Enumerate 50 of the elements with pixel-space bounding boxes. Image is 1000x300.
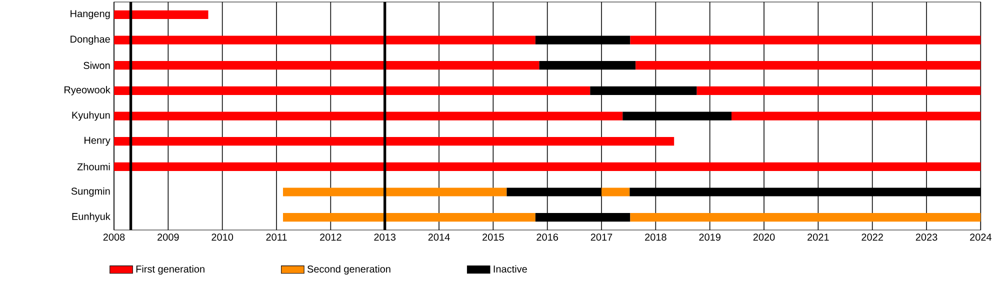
x-tick-label: 2017 <box>590 234 612 241</box>
bar <box>696 86 981 95</box>
bar <box>114 112 623 120</box>
x-tick-label: 2021 <box>808 234 829 241</box>
y-tick-label: Donghae <box>70 35 110 45</box>
legend-label: Inactive <box>494 265 527 273</box>
x-tick-label: 2009 <box>158 234 179 241</box>
legend-label: Second generation <box>307 265 390 275</box>
bar <box>283 188 507 196</box>
x-tick-label: 2020 <box>753 234 775 241</box>
y-tick-label: Kyuhyun <box>72 111 110 121</box>
x-tick-label: 2011 <box>266 234 287 241</box>
x-tick-label: 2008 <box>103 234 125 241</box>
bar <box>590 86 697 95</box>
bar <box>630 213 981 222</box>
x-tick-label: 2019 <box>699 234 720 241</box>
y-tick-label: Sungmin <box>71 187 110 197</box>
bar <box>602 188 630 196</box>
bar <box>114 162 981 171</box>
bar <box>114 137 674 146</box>
x-tick-label: 2010 <box>212 234 234 241</box>
bar <box>535 213 630 222</box>
y-tick-label: Siwon <box>84 62 110 70</box>
bar <box>732 112 981 120</box>
x-tick-label: 2012 <box>320 234 342 241</box>
bar <box>535 36 630 44</box>
bar <box>506 188 602 196</box>
bar <box>539 61 636 70</box>
bar <box>114 86 590 95</box>
x-tick-label: 2023 <box>916 234 938 241</box>
x-tick-label: 2016 <box>536 234 558 241</box>
legend-label: First generation <box>136 265 204 275</box>
x-tick-label: 2024 <box>970 234 992 241</box>
bar <box>622 112 732 120</box>
bar <box>283 213 536 222</box>
bar <box>636 61 981 70</box>
x-tick-label: 2013 <box>374 234 396 241</box>
y-tick-label: Zhoumi <box>77 163 110 170</box>
y-tick-label: Eunhyuk <box>72 212 110 222</box>
bar <box>114 36 536 44</box>
y-tick-label: Hangeng <box>70 10 110 20</box>
x-tick-label: 2015 <box>482 234 504 241</box>
y-tick-label: Henry <box>84 136 110 146</box>
bar <box>630 36 981 44</box>
bar <box>114 10 208 19</box>
x-tick-label: 2022 <box>862 234 883 241</box>
x-tick-label: 2018 <box>645 234 666 241</box>
x-tick-label: 2014 <box>428 234 450 241</box>
bar <box>114 61 540 70</box>
y-tick-label: Ryeowook <box>64 86 110 96</box>
